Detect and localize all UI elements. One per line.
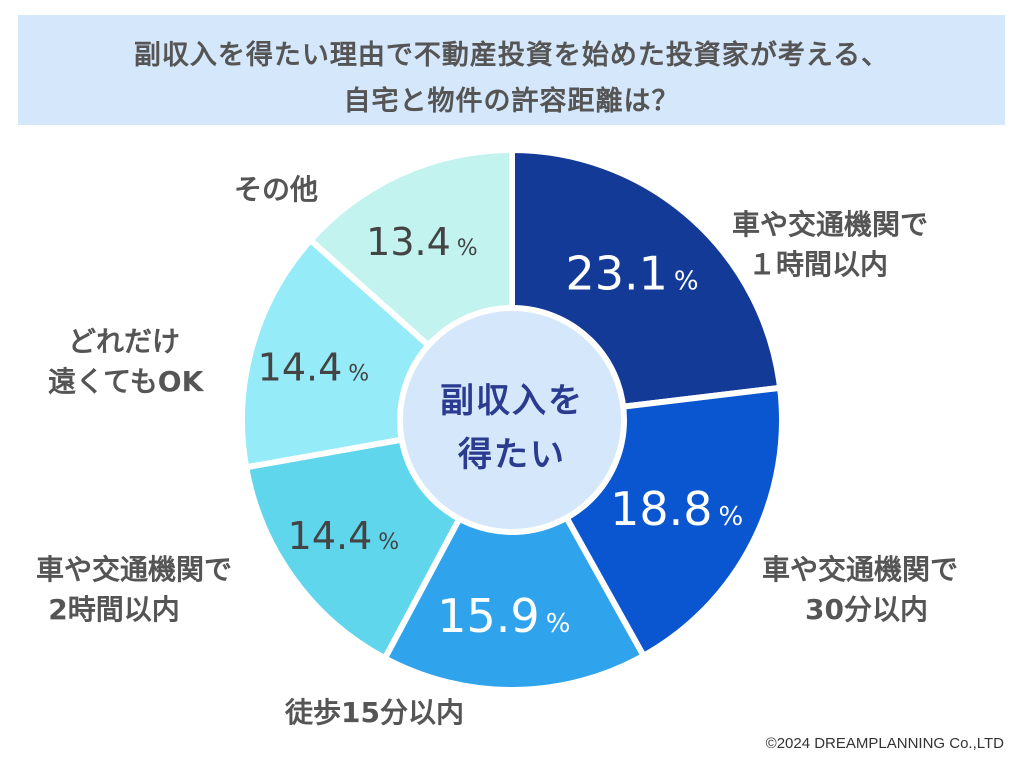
label-car-2hours: 車や交通機関で 2時間以内 (36, 553, 233, 626)
slice-value-label: 14.4% (288, 514, 400, 558)
label-other: その他 (234, 173, 319, 206)
copyright: ©2024 DREAMPLANNING Co.,LTD (765, 735, 1004, 752)
title-banner: 副収入を得たい理由で不動産投資を始めた投資家が考える、 自宅と物件の許容距離は？ (18, 15, 1005, 125)
center-label-line: 副収入を (440, 381, 584, 421)
label-walk-15min: 徒歩15分以内 (285, 696, 464, 729)
label-car-30min: 車や交通機関で 30分以内 (762, 553, 959, 626)
center-label-line: 得たい (457, 435, 566, 475)
label-car-1hour: 車や交通機関で １時間以内 (732, 208, 929, 281)
slice-value-label: 15.9% (437, 589, 570, 643)
pie-slice (381, 417, 647, 693)
chart-title-line-1: 副収入を得たい理由で不動産投資を始めた投資家が考える、 (133, 40, 890, 71)
center-circle (397, 305, 627, 535)
slice-value-label: 13.4% (366, 220, 478, 264)
slice-value-label: 14.4% (258, 346, 370, 390)
slice-value-label: 23.1% (566, 246, 699, 300)
chart-title-line-2: 自宅と物件の許容距離は？ (343, 86, 680, 117)
slice-value-label: 18.8% (610, 482, 743, 536)
label-any-distance: どれだけ 遠くてもOK (48, 325, 204, 398)
